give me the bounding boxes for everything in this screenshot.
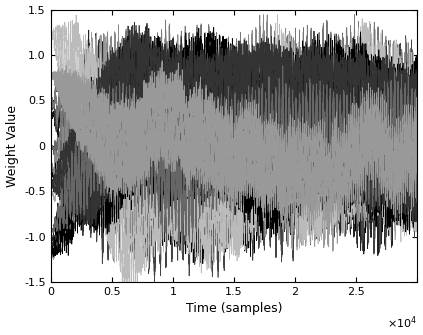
Text: $\times 10^4$: $\times 10^4$	[387, 315, 418, 331]
X-axis label: Time (samples): Time (samples)	[186, 302, 282, 315]
Y-axis label: Weight Value: Weight Value	[5, 105, 19, 187]
